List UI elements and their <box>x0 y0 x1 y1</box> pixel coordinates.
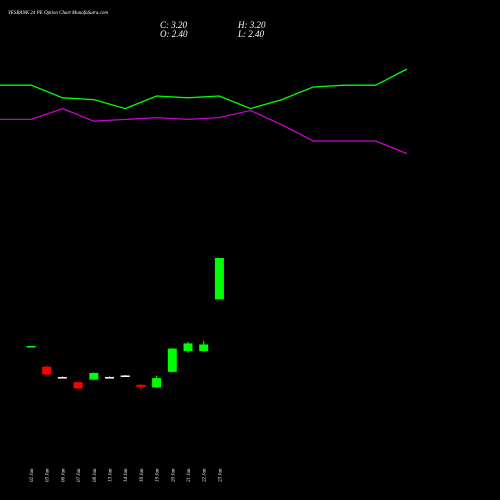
candle-body <box>26 346 36 348</box>
candle-body <box>42 366 52 375</box>
x-tick-label: 08 Jan <box>93 468 98 482</box>
candle <box>152 375 162 388</box>
candle-body <box>152 378 162 388</box>
x-tick-label: 06 Jan <box>61 468 66 482</box>
upper-indicator-line <box>0 68 408 110</box>
lower-indicator-line <box>0 107 408 155</box>
candle <box>183 341 193 353</box>
candle-body <box>199 344 209 352</box>
candle-body <box>214 258 224 300</box>
candle-body <box>73 382 83 389</box>
x-tick-label: 22 Jan <box>203 468 208 482</box>
candle-body <box>183 343 193 352</box>
candle <box>42 365 52 376</box>
candle <box>167 348 177 373</box>
candle-body <box>167 348 177 372</box>
candle <box>26 346 36 348</box>
x-tick-label: 13 Jan <box>109 468 114 482</box>
open-value: O: 2.40 <box>160 29 188 39</box>
candle-body <box>57 377 67 379</box>
indicator-lines <box>0 68 408 155</box>
x-tick-label: 02 Jan <box>30 468 35 482</box>
candle <box>214 258 224 300</box>
x-axis-ticks: 02 Jan 03 Jan 06 Jan 07 Jan 08 Jan 13 Jan 14 J… <box>30 468 223 482</box>
candle <box>136 384 146 390</box>
x-tick-label: 23 Jan <box>218 468 223 482</box>
x-tick-label: 14 Jan <box>124 468 129 482</box>
candle-body <box>120 375 130 378</box>
candle <box>89 372 99 381</box>
candle-body <box>105 377 114 379</box>
x-tick-label: 20 Jan <box>171 468 176 482</box>
candle-body <box>89 372 99 380</box>
candle <box>120 374 130 378</box>
x-tick-label: 16 Jan <box>140 468 145 482</box>
candle <box>57 376 67 379</box>
close-value: C: 3.20 <box>160 20 188 30</box>
candle <box>105 376 114 379</box>
candle <box>199 340 209 352</box>
low-value: L: 2.40 <box>237 29 265 39</box>
x-tick-label: 19 Jan <box>156 468 161 482</box>
candle <box>73 382 83 389</box>
candles <box>26 258 224 390</box>
candle-body <box>136 384 146 387</box>
chart-title: YESBANK 24 PE Option Chart MunafaSutra.c… <box>8 11 108 16</box>
x-tick-label: 21 Jan <box>187 468 192 482</box>
x-tick-label: 03 Jan <box>46 468 51 482</box>
x-tick-label: 07 Jan <box>77 468 82 482</box>
high-value: H: 3.20 <box>237 20 266 30</box>
